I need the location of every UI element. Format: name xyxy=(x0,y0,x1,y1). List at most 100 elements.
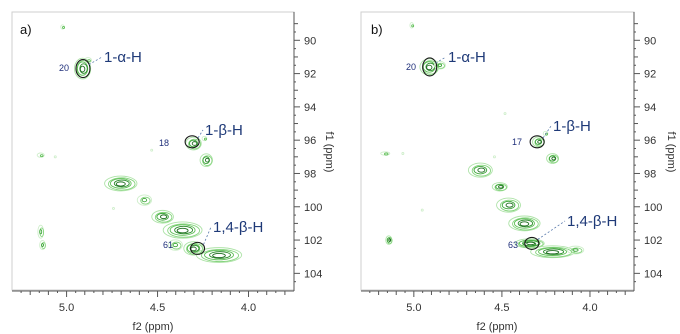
y-tick-label: 96 xyxy=(644,135,656,147)
peak-contour xyxy=(385,235,393,245)
peak-contour xyxy=(503,112,507,115)
peak-circle xyxy=(190,241,206,255)
contour-ring xyxy=(477,167,486,173)
panel-b-y-ticks: 90 92 94 96 98 100 102 104 xyxy=(634,23,662,283)
contour-ring xyxy=(199,153,213,167)
panel-a-contours xyxy=(36,24,243,263)
peak-circle xyxy=(529,135,545,149)
panel-a-frame xyxy=(11,11,295,291)
contour-ring xyxy=(39,229,43,235)
contour-ring xyxy=(495,184,505,190)
contour-ring xyxy=(154,211,173,223)
peak-contour xyxy=(508,215,541,232)
contour-ring xyxy=(436,62,445,69)
contour-ring xyxy=(545,250,560,255)
contour-ring xyxy=(411,24,415,28)
panel-b-x-axis-title: f2 (ppm) xyxy=(477,321,518,333)
y-tick-label: 102 xyxy=(304,235,322,247)
contour-ring xyxy=(200,249,240,263)
annotation-leader xyxy=(435,56,447,64)
contour-ring xyxy=(212,253,226,259)
contour-ring xyxy=(150,148,154,152)
peak-circle xyxy=(184,135,200,149)
y-tick-label: 90 xyxy=(644,35,656,47)
contour-ring xyxy=(140,196,151,205)
panel-b-leaders xyxy=(435,56,566,240)
peak-contour xyxy=(420,208,424,212)
contour-ring xyxy=(534,138,543,145)
peak-contour xyxy=(195,247,243,263)
contour-ring xyxy=(202,156,210,164)
peak-contour xyxy=(401,152,405,155)
peak-contour xyxy=(104,175,138,192)
contour-ring xyxy=(572,248,579,252)
contour-ring xyxy=(388,238,392,242)
contour-ring xyxy=(79,65,86,73)
peak-contour xyxy=(36,152,45,158)
contour-ring xyxy=(420,208,424,212)
contour-ring xyxy=(171,241,182,250)
contour-ring xyxy=(167,239,183,251)
peak-contour xyxy=(433,60,446,70)
annotation-leader xyxy=(203,226,212,245)
contour-ring xyxy=(499,199,520,212)
contour-ring xyxy=(426,64,433,71)
panel-a-letter: a) xyxy=(20,22,32,37)
peak-contour xyxy=(409,22,415,29)
contour-ring xyxy=(498,185,504,189)
x-tick-label: 4.5 xyxy=(494,302,509,314)
peak-contour xyxy=(136,194,152,206)
panel-a-x-ticks: 5.0 4.5 4.0 xyxy=(20,291,286,314)
panel-a-y-ticks: 90 92 94 96 98 100 102 104 xyxy=(294,23,322,283)
panel-a-peak-circles xyxy=(75,59,206,255)
contour-ring xyxy=(176,227,189,234)
panel-b-letter: b) xyxy=(371,22,383,37)
x-tick-label: 4.0 xyxy=(582,302,597,314)
y-tick-label: 104 xyxy=(304,268,322,280)
panel-a-leaders xyxy=(88,56,212,245)
peak-contour xyxy=(566,245,585,255)
y-tick-label: 90 xyxy=(304,35,316,47)
panel-a-annotation-beta-value: 18 xyxy=(159,138,169,148)
contour-ring xyxy=(141,197,148,203)
x-tick-label: 5.0 xyxy=(406,302,421,314)
peak-contour xyxy=(491,182,508,192)
panel-b-y-axis-title: f1 (ppm) xyxy=(665,132,677,173)
y-tick-label: 96 xyxy=(304,135,316,147)
contour-ring xyxy=(79,63,88,74)
y-tick-label: 100 xyxy=(644,202,662,214)
contour-ring xyxy=(108,177,136,191)
peak-contour xyxy=(53,155,57,159)
contour-ring xyxy=(151,209,174,224)
contour-ring xyxy=(188,139,199,148)
contour-ring xyxy=(517,219,534,228)
contour-ring xyxy=(74,57,92,80)
y-tick-label: 92 xyxy=(644,69,656,81)
y-tick-label: 100 xyxy=(304,202,322,214)
contour-ring xyxy=(496,197,521,213)
panel-b-contours xyxy=(380,22,585,259)
annotation-leader xyxy=(197,129,204,139)
contour-ring xyxy=(76,61,89,76)
contour-ring xyxy=(39,154,44,158)
contour-ring xyxy=(195,247,243,263)
contour-ring xyxy=(551,156,556,161)
contour-ring xyxy=(205,157,210,163)
peak-contour xyxy=(467,162,493,178)
contour-ring xyxy=(136,194,152,206)
contour-ring xyxy=(202,155,213,166)
contour-ring xyxy=(172,242,179,248)
y-tick-label: 94 xyxy=(644,102,656,114)
contour-ring xyxy=(530,245,575,259)
contour-ring xyxy=(518,239,541,248)
peak-contour xyxy=(39,240,46,251)
peak-contour xyxy=(151,209,174,224)
contour-ring xyxy=(471,164,491,177)
contour-ring xyxy=(87,59,91,63)
panel-a-annotation-linkage-label: 1,4-β-H xyxy=(213,219,263,236)
annotation-leader xyxy=(537,220,566,240)
panel-b-annotation-linkage-label: 1,4-β-H xyxy=(567,213,617,230)
contour-ring xyxy=(156,212,169,221)
contour-ring xyxy=(384,152,389,156)
contour-ring xyxy=(174,225,194,235)
